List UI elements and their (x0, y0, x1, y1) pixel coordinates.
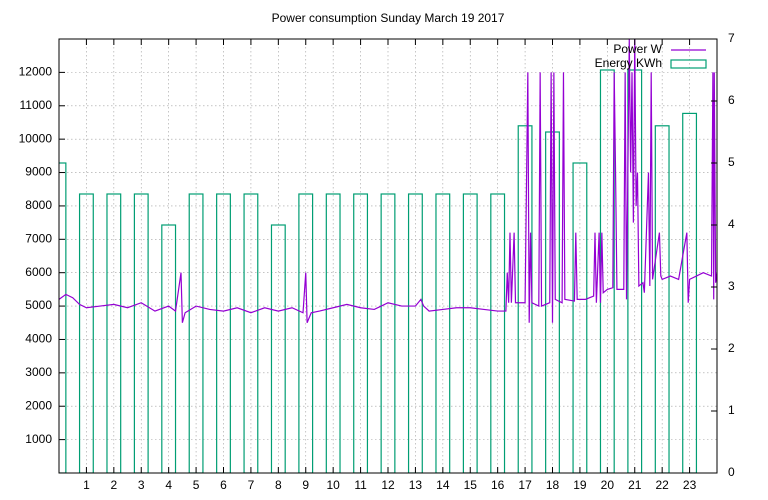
x-tick-label: 22 (655, 478, 669, 492)
x-tick-label: 23 (683, 478, 697, 492)
energy-box (462, 193, 478, 473)
y-tick-label: 3000 (25, 365, 52, 379)
x-tick-label: 11 (354, 478, 367, 492)
x-tick-label: 9 (302, 478, 309, 492)
energy-box (325, 193, 341, 473)
x-tick-label: 7 (248, 478, 255, 492)
energy-box (216, 193, 231, 473)
x-tick-label: 15 (464, 478, 478, 492)
y2-tick-label: 1 (728, 403, 735, 417)
y-tick-label: 5000 (25, 298, 52, 312)
energy-box (59, 162, 67, 473)
x-tick-label: 1 (83, 478, 90, 492)
energy-box (490, 193, 506, 473)
y2-tick-label: 5 (728, 155, 735, 169)
energy-box (188, 193, 204, 473)
x-tick-label: 10 (326, 478, 340, 492)
x-tick-label: 17 (518, 478, 532, 492)
x-tick-label: 5 (193, 478, 200, 492)
energy-box (599, 69, 615, 473)
chart-title: Power consumption Sunday March 19 2017 (272, 11, 505, 25)
legend-label: Energy KWh (595, 56, 662, 70)
energy-box (133, 193, 149, 473)
legend-label: Power W (613, 42, 662, 56)
energy-box (353, 193, 369, 473)
x-tick-label: 8 (275, 478, 282, 492)
x-tick-label: 12 (381, 478, 395, 492)
plot-area (59, 39, 717, 473)
x-tick-label: 20 (601, 478, 615, 492)
y-tick-label: 6000 (25, 265, 52, 279)
y2-tick-label: 0 (728, 465, 735, 479)
energy-box (545, 131, 560, 473)
energy-box (270, 224, 286, 473)
y2-tick-label: 2 (728, 341, 735, 355)
energy-box (78, 193, 94, 473)
energy-box (572, 162, 588, 473)
y2-tick-label: 3 (728, 279, 735, 293)
x-tick-label: 21 (628, 478, 642, 492)
y2-tick-label: 6 (728, 93, 735, 107)
y2-tick-label: 7 (728, 31, 735, 45)
energy-box (298, 193, 314, 473)
y-tick-label: 4000 (25, 332, 52, 346)
grid (59, 39, 717, 473)
legend-swatch (670, 59, 707, 69)
x-tick-label: 16 (491, 478, 505, 492)
y2-tick-label: 4 (728, 217, 735, 231)
y-tick-label: 9000 (25, 165, 52, 179)
energy-box (407, 193, 423, 473)
x-tick-label: 4 (165, 478, 172, 492)
y-tick-label: 7000 (25, 231, 52, 245)
energy-box (243, 193, 259, 473)
y-tick-label: 10000 (19, 131, 53, 145)
y-tick-label: 11000 (20, 98, 53, 112)
y-tick-label: 8000 (25, 198, 52, 212)
x-tick-label: 6 (220, 478, 227, 492)
energy-box (654, 125, 670, 473)
energy-box (161, 224, 177, 473)
x-tick-label: 2 (110, 478, 117, 492)
x-tick-label: 18 (546, 478, 560, 492)
energy-box (380, 193, 396, 473)
x-tick-label: 19 (573, 478, 587, 492)
y-tick-label: 2000 (25, 398, 52, 412)
y-tick-label: 1000 (25, 432, 52, 446)
x-tick-label: 14 (436, 478, 450, 492)
energy-box (682, 112, 698, 473)
x-tick-label: 3 (138, 478, 145, 492)
energy-box (106, 193, 122, 473)
x-tick-label: 13 (409, 478, 423, 492)
energy-box (435, 193, 451, 473)
y-tick-label: 12000 (19, 65, 53, 79)
power-line (59, 39, 717, 323)
